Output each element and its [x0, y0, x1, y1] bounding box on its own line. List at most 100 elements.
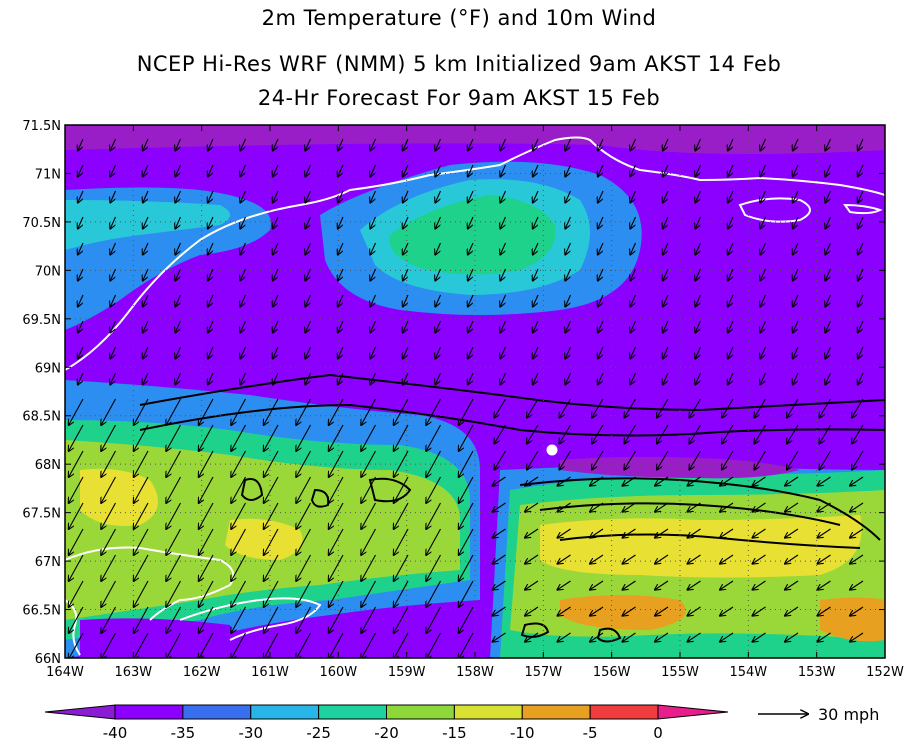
wind-arrow [557, 632, 571, 642]
wind-arrow [655, 554, 669, 564]
wind-arrow [264, 450, 279, 477]
wind-arrow [850, 476, 864, 486]
wind-arrow [143, 164, 149, 177]
lon-tick-label: 162W [183, 665, 221, 680]
wind-arrow [240, 190, 247, 203]
wind-arrow [264, 554, 279, 581]
wind-arrow [760, 138, 767, 151]
wind-arrow [500, 320, 507, 333]
lat-tick-label: 69.5N [22, 313, 61, 328]
wind-arrow [110, 190, 117, 203]
wind-arrow [590, 502, 604, 512]
wind-arrow [305, 294, 312, 307]
wind-arrow [264, 424, 279, 451]
wind-arrow [394, 632, 409, 658]
wind-arrow [175, 216, 182, 229]
wind-arrow [468, 164, 474, 177]
wind-arrow [720, 606, 734, 616]
wind-arrow [101, 398, 116, 425]
wind-arrow [565, 346, 572, 359]
wind-arrow [720, 554, 734, 564]
wind-arrow [720, 632, 734, 642]
wind-arrow [565, 294, 572, 307]
wind-arrow [240, 268, 247, 281]
wind-arrow [134, 450, 149, 477]
wind-arrow [426, 632, 441, 658]
wind-arrow [338, 372, 344, 385]
wind-arrow [426, 606, 441, 633]
lat-tick-label: 67.5N [22, 507, 61, 522]
lon-tick-label: 154W [729, 665, 767, 680]
wind-arrow [296, 476, 311, 503]
wind-arrow [199, 580, 214, 607]
wind-arrow [166, 554, 181, 581]
wind-arrow [208, 164, 214, 177]
wind-arrow [305, 190, 312, 203]
wind-arrow [199, 632, 214, 658]
wind-arrow [134, 398, 149, 425]
wind-arrow [598, 242, 604, 255]
lon-tick-label: 155W [661, 665, 699, 680]
wind-arrow [231, 632, 246, 658]
wind-arrow [728, 190, 734, 203]
wind-arrow [663, 216, 669, 229]
wind-arrow [695, 320, 702, 333]
wind-arrow [722, 424, 734, 444]
wind-arrow [101, 424, 116, 451]
wind-arrow [663, 164, 669, 177]
wind-arrow [361, 580, 376, 607]
wind-arrow [338, 216, 344, 229]
wind-arrow [728, 320, 734, 333]
wind-arrow [273, 346, 279, 359]
wind-arrow [435, 138, 442, 151]
wind-arrow [722, 398, 734, 418]
wind-arrow [175, 320, 182, 333]
wind-arrow [687, 632, 701, 642]
wind-arrow [435, 242, 442, 255]
wind-arrow [273, 320, 279, 333]
wind-arrow [175, 346, 182, 359]
wind-arrow [817, 476, 831, 486]
wind-arrow [426, 476, 441, 503]
wind-arrow [598, 268, 604, 281]
wind-arrow [500, 268, 507, 281]
wind-arrow [143, 138, 149, 151]
wind-arrow [69, 632, 84, 658]
wind-arrow [663, 190, 669, 203]
wind-arrow [760, 164, 767, 177]
wind-arrow [166, 424, 181, 451]
wind-arrow [689, 424, 701, 444]
wind-arrow [500, 294, 507, 307]
wind-arrow [134, 424, 149, 451]
wind-arrow [559, 398, 571, 418]
wind-arrow [695, 242, 702, 255]
wind-arrow [565, 268, 572, 281]
wind-arrow [785, 632, 799, 642]
wind-arrow [361, 502, 376, 529]
wind-arrow [695, 190, 702, 203]
wind-arrow [403, 320, 409, 333]
wind-arrow [143, 190, 149, 203]
wind-arrow [590, 632, 604, 642]
wind-arrow [459, 502, 474, 529]
wind-arrow [134, 502, 149, 529]
wind-arrow [557, 528, 571, 538]
wind-arrow [695, 268, 702, 281]
wind-arrow [500, 138, 507, 151]
lat-tick-label: 69N [35, 361, 61, 376]
wind-arrow [361, 528, 376, 555]
lon-tick-label: 152W [866, 665, 904, 680]
wind-arrow [370, 138, 377, 151]
wind-arrow [166, 450, 181, 477]
lat-tick-label: 70.5N [22, 216, 61, 231]
wind-arrow [533, 164, 539, 177]
wind-arrow [525, 580, 539, 590]
wind-arrow [305, 372, 312, 385]
wind-arrow [793, 216, 799, 229]
wind-arrow [858, 372, 864, 385]
wind-arrow [175, 164, 182, 177]
wind-arrow [273, 190, 279, 203]
wind-arrow [329, 606, 344, 633]
terrain-contours [139, 373, 885, 643]
wind-arrow [459, 450, 474, 477]
